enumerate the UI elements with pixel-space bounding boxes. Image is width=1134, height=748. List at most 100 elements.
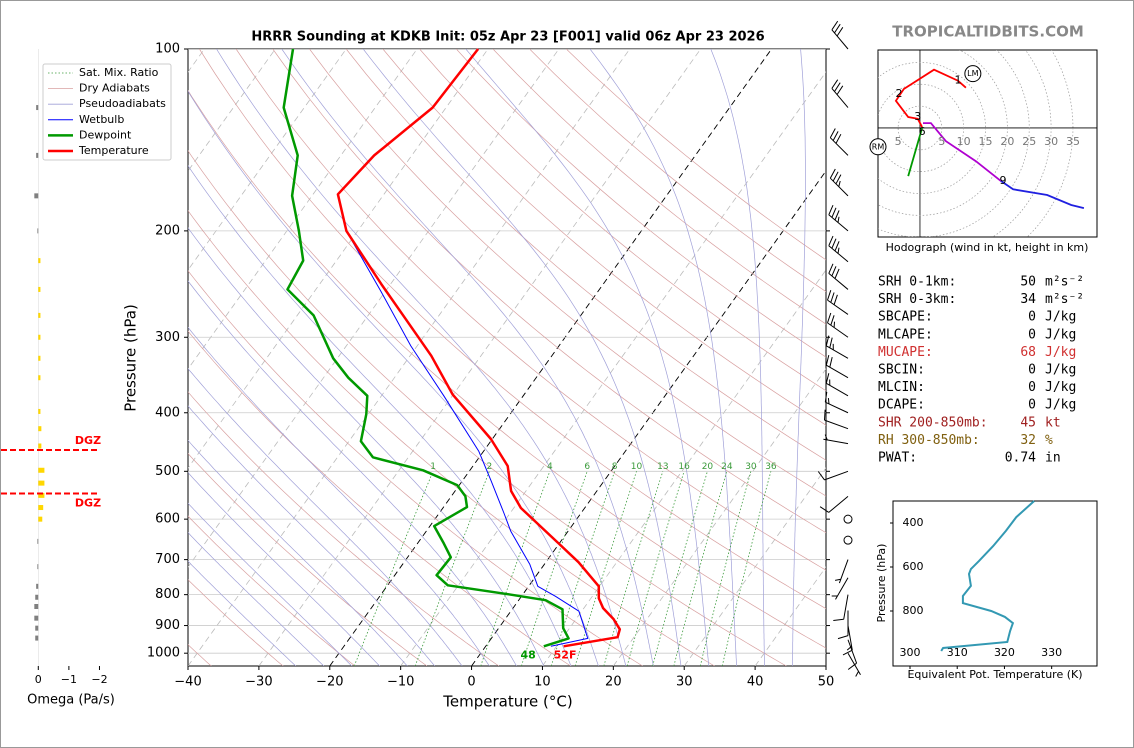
stat-value: 0 [1028, 363, 1036, 378]
mixing-ratio-line [353, 471, 434, 666]
hodo-segment [907, 127, 923, 177]
omega-bar [38, 492, 45, 498]
site-name: TROPICALTIDBITS.COM [892, 23, 1084, 41]
calm-barb [843, 514, 853, 524]
hodo-height-label: 2 [895, 87, 902, 100]
wind-barb [829, 128, 849, 156]
legend-label: Temperature [78, 144, 149, 157]
x-tick-label: −20 [316, 675, 343, 690]
hodo-ring-label: 20 [1000, 135, 1014, 148]
wind-barb [835, 559, 849, 584]
omega-bar [35, 594, 39, 600]
legend-label: Wetbulb [79, 113, 124, 126]
x-tick-label: 30 [676, 675, 693, 690]
omega-bar [36, 583, 39, 589]
omega-bar [34, 615, 39, 621]
isotherm [188, 49, 347, 271]
profile-x-tick-label: 320 [994, 646, 1015, 659]
wind-barb [827, 290, 849, 315]
mixing-ratio-label: 36 [765, 462, 777, 472]
y-tick-label: 600 [155, 512, 180, 527]
hodograph-caption: Hodograph (wind in kt, height in km) [886, 241, 1089, 254]
hodo-segment [923, 122, 1002, 182]
stat-unit: J/kg [1045, 380, 1076, 395]
profile-y-tick-label: 800 [903, 604, 924, 617]
dry-adiabat [188, 330, 571, 666]
dry-adiabat [456, 49, 826, 358]
profile-frame [892, 500, 1098, 667]
omega-bar [34, 193, 39, 199]
hodo-ring [878, 50, 1030, 237]
x-tick-label: 20 [605, 675, 622, 690]
mixing-ratio-label: 8 [612, 462, 618, 472]
pseudoadiabat [188, 280, 517, 666]
wind-barb [831, 79, 849, 108]
hodo-height-label: 9 [1000, 174, 1007, 187]
x-tick-label: −10 [387, 675, 414, 690]
hodo-ring [878, 50, 1008, 216]
stat-unit: J/kg [1045, 398, 1076, 413]
pseudoadiabat [216, 49, 627, 666]
stat-value: 0 [1028, 398, 1036, 413]
profile-x-label: Equivalent Pot. Temperature (K) [907, 668, 1082, 681]
pseudoadiabat [281, 49, 654, 666]
omega-bar [38, 334, 41, 340]
wind-barb [825, 373, 849, 397]
y-tick-label: 1000 [147, 646, 180, 661]
wind-barb [824, 391, 849, 414]
y-tick-label: 100 [155, 42, 180, 57]
omega-bar [38, 516, 43, 522]
wind-barb [825, 354, 849, 379]
surface-temperature-label: 52F [554, 648, 577, 661]
stat-value: 34 [1020, 292, 1036, 307]
dry-adiabat [188, 391, 499, 666]
hodo-ring [878, 83, 965, 173]
profile-x-tick-label: 300 [900, 646, 921, 659]
pseudoadiabat [188, 227, 545, 666]
stat-unit: m²s⁻² [1045, 275, 1084, 290]
mixing-ratio-label: 24 [721, 462, 733, 472]
stat-unit: J/kg [1045, 310, 1076, 325]
profile-y-tick-label: 600 [903, 560, 924, 573]
mixing-ratio-label: 10 [631, 462, 643, 472]
dry-adiabat [188, 515, 356, 666]
y-tick-label: 500 [155, 464, 180, 479]
x-axis-label: Temperature (°C) [442, 693, 572, 711]
hodograph-lines [878, 50, 1097, 237]
pseudoadiabat [188, 472, 380, 666]
omega-tick-label: 0 [35, 673, 42, 686]
mixing-ratio-line [626, 471, 685, 666]
wind-barb [847, 652, 861, 677]
stat-label: SHR 200-850mb: [878, 415, 988, 430]
hodo-segment [894, 68, 967, 128]
omega-bar [37, 538, 39, 544]
hodo-ring-label: 5 [895, 135, 902, 148]
dry-adiabat [188, 270, 643, 666]
stat-label: MLCIN: [878, 380, 925, 395]
omega-bar [38, 375, 41, 381]
omega-bar [37, 564, 39, 570]
wind-barb [825, 335, 849, 359]
pseudoadiabat [188, 165, 572, 666]
stat-unit: J/kg [1045, 327, 1076, 342]
pseudoadiabat [188, 502, 353, 666]
pseudoadiabat [188, 439, 408, 666]
hodo-segment [1000, 180, 1085, 209]
isotherm-grid [400, 71, 826, 666]
sounding-line [336, 48, 622, 648]
stat-unit: in [1045, 451, 1061, 466]
stat-value: 0 [1028, 310, 1036, 325]
profile-x-tick-label: 310 [947, 646, 968, 659]
wind-barb [824, 409, 849, 430]
omega-bar [38, 408, 41, 414]
legend-label: Pseudoadiabats [79, 97, 166, 110]
omega-bar [38, 312, 41, 318]
profile-y-label: Pressure (hPa) [875, 544, 888, 623]
legend-box [42, 63, 172, 161]
stat-label: MUCAPE: [878, 345, 933, 360]
mixing-ratio-line [603, 471, 664, 666]
omega-bar [34, 604, 39, 610]
hodo-ring-label: 30 [1044, 135, 1058, 148]
y-tick-label: 200 [155, 223, 180, 238]
